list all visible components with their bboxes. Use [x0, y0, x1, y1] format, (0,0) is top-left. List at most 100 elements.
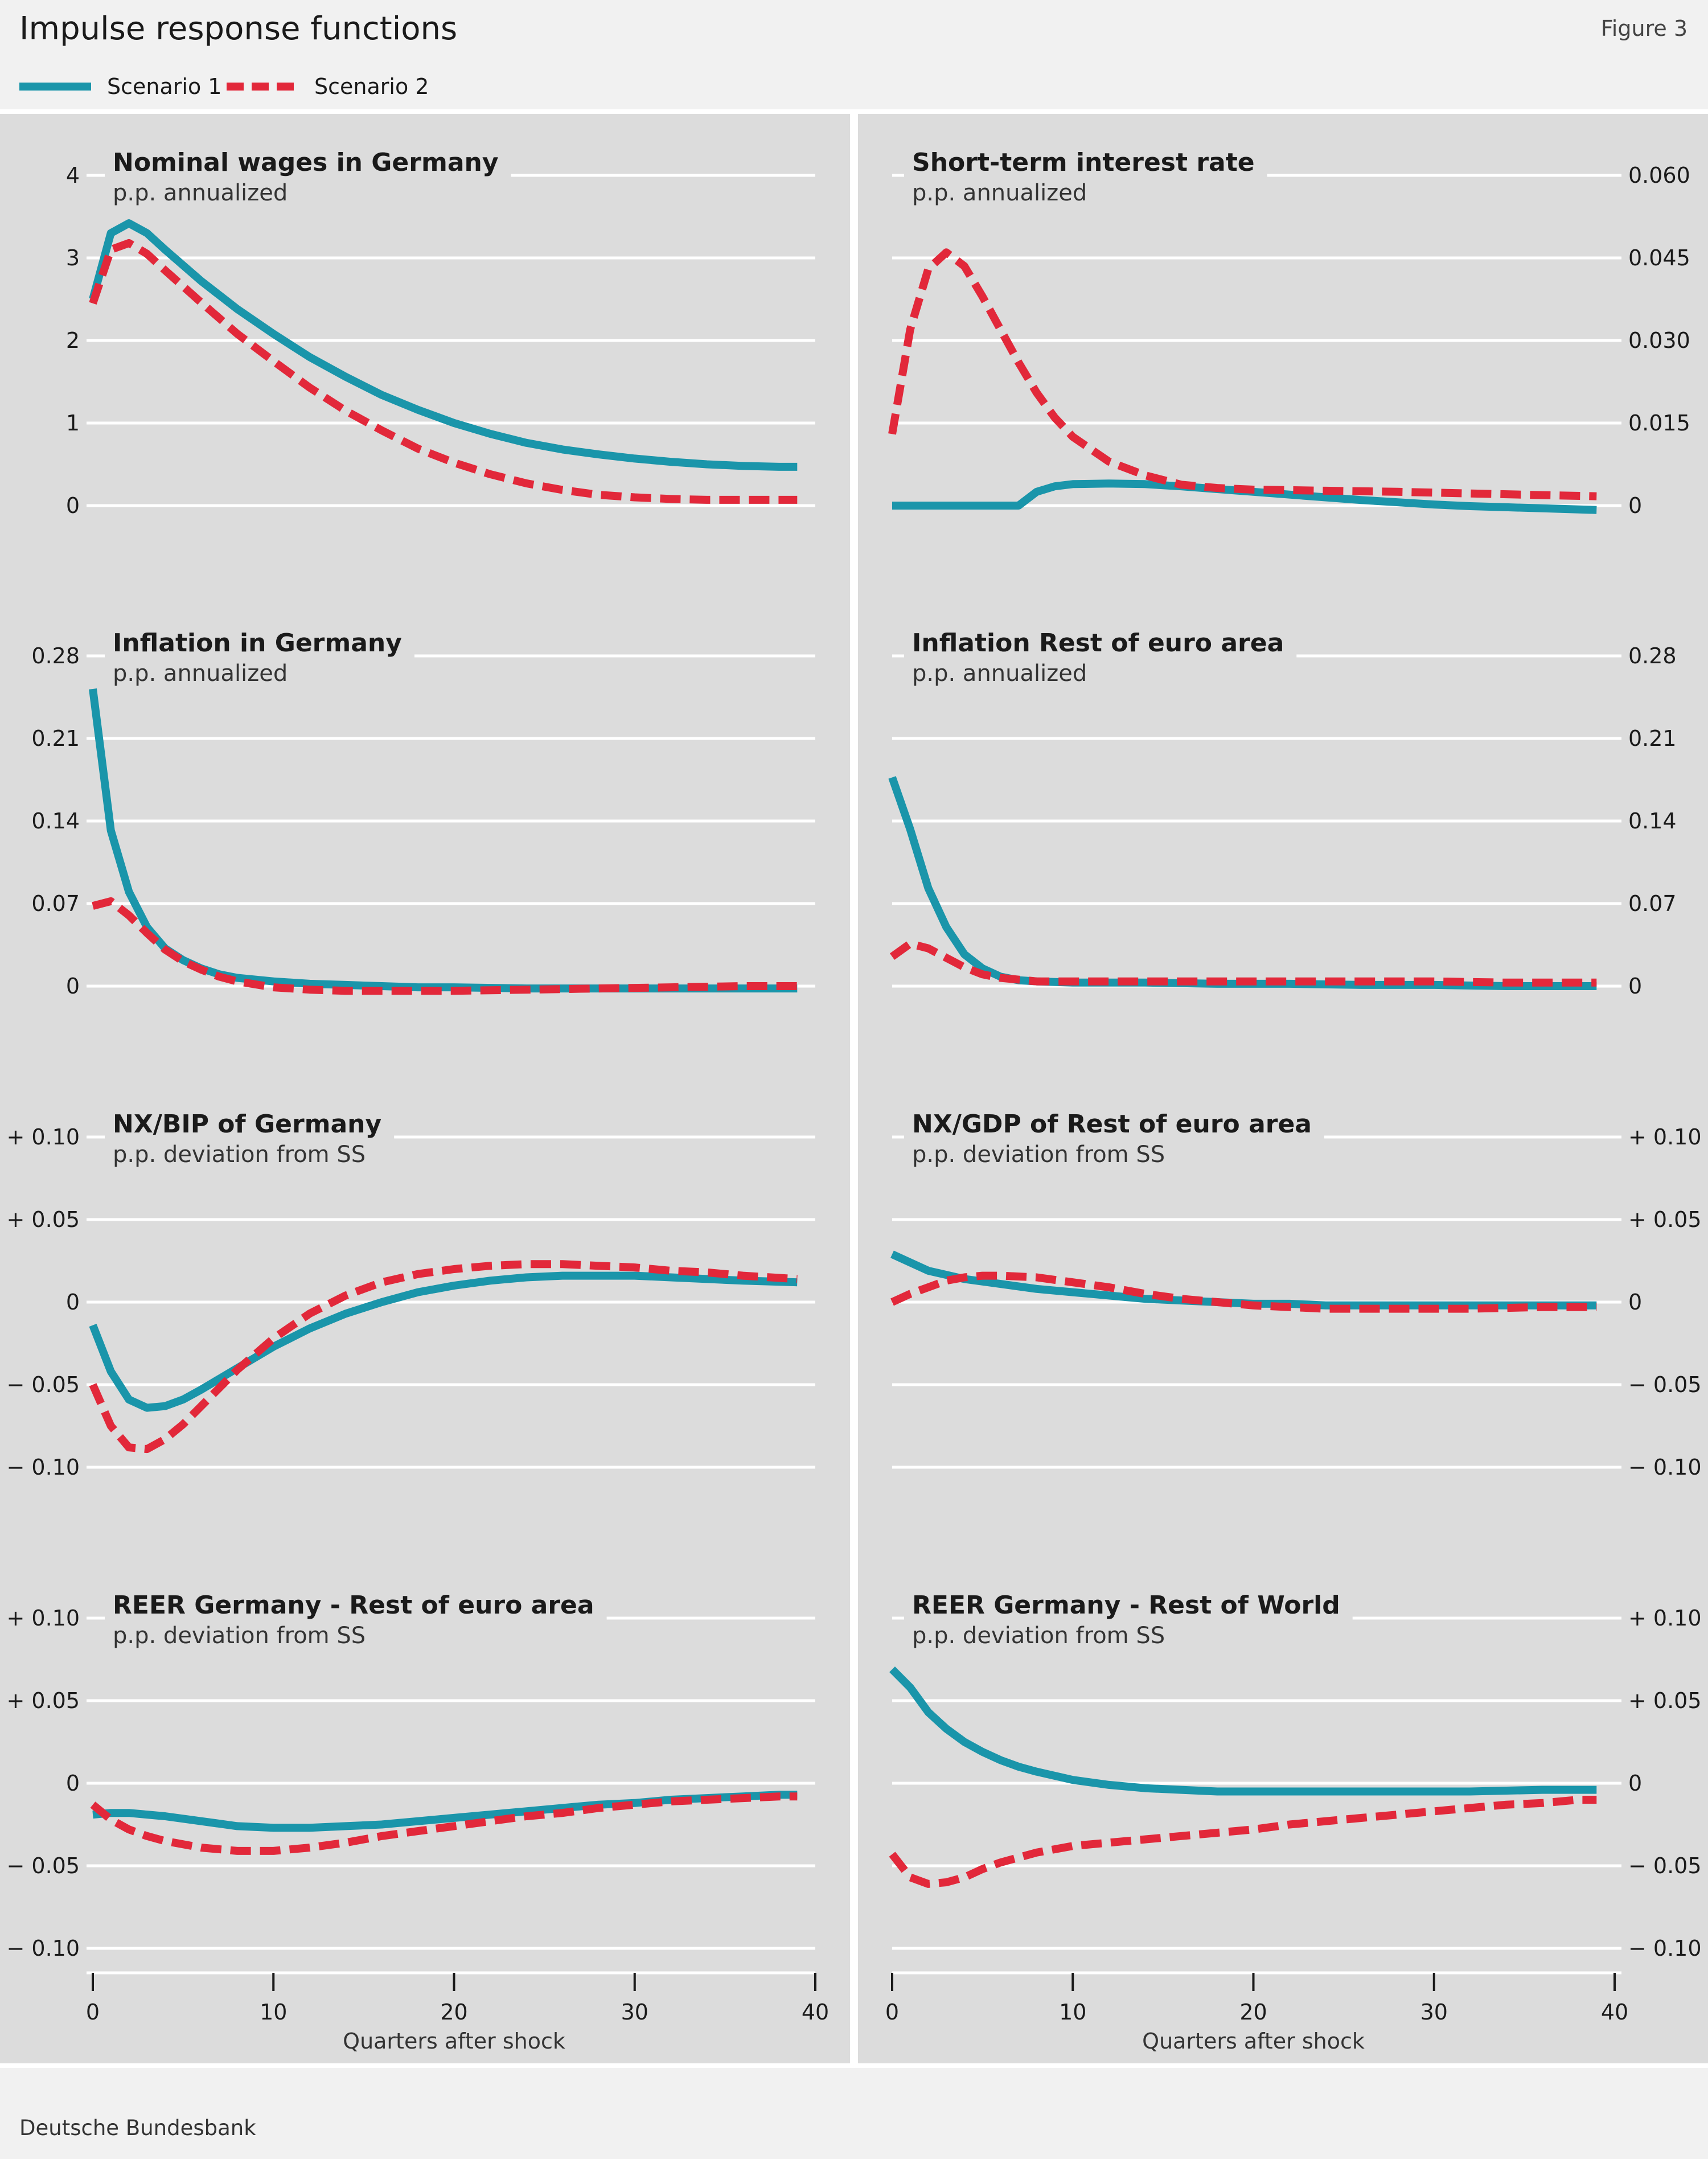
- y-tick-label: − 0.10: [1628, 1936, 1702, 1961]
- legend-item-scenario-1: Scenario 1: [19, 73, 221, 100]
- y-tick-label: 0: [66, 1290, 80, 1315]
- series-line-scenario-2: [92, 897, 798, 995]
- panel-title: REER Germany - Rest of World: [912, 1591, 1340, 1620]
- title-mask: [105, 145, 511, 213]
- y-tick-label: 0.21: [1628, 726, 1677, 751]
- title-mask: [904, 1106, 1325, 1175]
- panel-title: Nominal wages in Germany: [113, 148, 499, 177]
- y-tick-label: + 0.10: [1628, 1606, 1702, 1631]
- x-tick-label: 40: [1601, 2000, 1628, 2025]
- y-tick-label: 0.14: [31, 808, 80, 834]
- y-tick-label: + 0.10: [1628, 1124, 1702, 1150]
- series-line-scenario-2: [889, 1796, 1597, 1888]
- x-axis-title: Quarters after shock: [343, 2029, 565, 2054]
- x-tick-label: 30: [621, 2000, 648, 2025]
- x-tick-label: 10: [1059, 2000, 1086, 2025]
- panel-title: Inflation Rest of euro area: [912, 629, 1284, 658]
- y-tick-label: 0: [1628, 1771, 1642, 1796]
- legend-label-scenario-2: Scenario 2: [314, 74, 429, 99]
- series-line-scenario-2: [89, 239, 798, 504]
- y-tick-label: 0.030: [1628, 328, 1690, 353]
- figure-header: Impulse response functions Figure 3 Scen…: [0, 0, 1708, 109]
- y-tick-label: + 0.05: [6, 1688, 80, 1713]
- title-mask: [105, 1106, 395, 1175]
- panel-subtitle: p.p. deviation from SS: [912, 1142, 1165, 1168]
- title-mask: [105, 1587, 607, 1656]
- legend-swatch-dashed: [227, 83, 298, 91]
- panel-subtitle: p.p. annualized: [912, 660, 1087, 687]
- y-tick-label: 0.015: [1628, 411, 1690, 436]
- legend-swatch-solid: [19, 83, 91, 91]
- legend-label-scenario-1: Scenario 1: [107, 74, 222, 99]
- y-tick-label: − 0.05: [1628, 1853, 1702, 1878]
- panel-column-bg-1: [0, 114, 850, 2063]
- y-tick-label: 0: [1628, 974, 1642, 999]
- source-note: Deutsche Bundesbank: [19, 2116, 256, 2140]
- y-tick-label: 2: [66, 328, 80, 353]
- y-tick-label: + 0.05: [1628, 1688, 1702, 1713]
- series-line-scenario-2: [889, 939, 1597, 987]
- x-tick-label: 20: [440, 2000, 467, 2025]
- x-tick-label: 0: [885, 2000, 899, 2025]
- panel-subtitle: p.p. deviation from SS: [912, 1623, 1165, 1649]
- x-tick-label: 40: [802, 2000, 829, 2025]
- panel-title: NX/BIP of Germany: [113, 1110, 381, 1139]
- y-tick-label: 1: [66, 411, 80, 436]
- panel-subtitle: p.p. annualized: [912, 180, 1087, 206]
- series-line-scenario-2: [90, 1792, 798, 1855]
- panel-subtitle: p.p. annualized: [113, 660, 288, 687]
- x-tick-label: 0: [86, 2000, 100, 2025]
- y-tick-label: − 0.05: [1628, 1372, 1702, 1397]
- y-tick-label: − 0.10: [6, 1455, 80, 1480]
- y-tick-label: 0.07: [1628, 891, 1677, 916]
- title-mask: [904, 145, 1267, 213]
- y-tick-label: − 0.05: [6, 1372, 80, 1397]
- y-tick-label: 0: [1628, 493, 1642, 518]
- y-tick-label: 4: [66, 163, 80, 188]
- x-tick-label: 30: [1420, 2000, 1448, 2025]
- y-tick-label: 0: [66, 974, 80, 999]
- y-tick-label: 0.14: [1628, 808, 1677, 834]
- figure-title: Impulse response functions: [19, 10, 458, 47]
- y-tick-label: + 0.05: [6, 1207, 80, 1232]
- panel-title: NX/GDP of Rest of euro area: [912, 1110, 1312, 1139]
- y-tick-label: 0: [66, 493, 80, 518]
- series-line-scenario-1: [89, 219, 798, 471]
- y-tick-label: 0.045: [1628, 245, 1690, 270]
- x-tick-label: 10: [260, 2000, 287, 2025]
- series-line-scenario-2: [890, 1271, 1597, 1313]
- panel-subtitle: p.p. deviation from SS: [113, 1142, 366, 1168]
- y-tick-label: 0.07: [31, 891, 80, 916]
- y-tick-label: 0.060: [1628, 163, 1690, 188]
- panel-subtitle: p.p. deviation from SS: [113, 1623, 366, 1649]
- y-tick-label: − 0.10: [1628, 1455, 1702, 1480]
- y-tick-label: − 0.05: [6, 1853, 80, 1878]
- y-tick-label: − 0.10: [6, 1936, 80, 1961]
- panel-title: Inflation in Germany: [113, 629, 402, 658]
- panel-title: REER Germany - Rest of euro area: [113, 1591, 594, 1620]
- series-line-scenario-2: [89, 1260, 798, 1454]
- panel-subtitle: p.p. annualized: [113, 180, 288, 206]
- y-tick-label: + 0.05: [1628, 1207, 1702, 1232]
- y-tick-label: 0.28: [31, 643, 80, 668]
- panel-title: Short-term interest rate: [912, 148, 1255, 177]
- y-tick-label: 0: [1628, 1290, 1642, 1315]
- y-tick-label: 3: [66, 245, 80, 270]
- title-mask: [904, 625, 1297, 693]
- panel-column-bg-2: [858, 114, 1708, 2063]
- chart-area: 0 1 2 3 4 Nominal wages in Germany p.p. annual…: [0, 109, 1708, 2068]
- title-mask: [904, 1587, 1353, 1656]
- y-tick-label: + 0.10: [6, 1606, 80, 1631]
- series-line-scenario-1: [889, 1666, 1597, 1796]
- series-line-scenario-1: [89, 1271, 798, 1412]
- title-mask: [105, 625, 414, 693]
- x-tick-label: 20: [1239, 2000, 1267, 2025]
- y-tick-label: 0.21: [31, 726, 80, 751]
- y-tick-label: 0.28: [1628, 643, 1677, 668]
- impulse-response-chart: 0 1 2 3 4 Nominal wages in Germany p.p. annual…: [0, 114, 1708, 2063]
- figure-footer: Deutsche Bundesbank: [0, 2068, 1708, 2159]
- y-tick-label: 0: [66, 1771, 80, 1796]
- legend-item-scenario-2: Scenario 2: [227, 73, 429, 100]
- figure-number: Figure 3: [1600, 16, 1688, 41]
- y-tick-label: + 0.10: [6, 1124, 80, 1150]
